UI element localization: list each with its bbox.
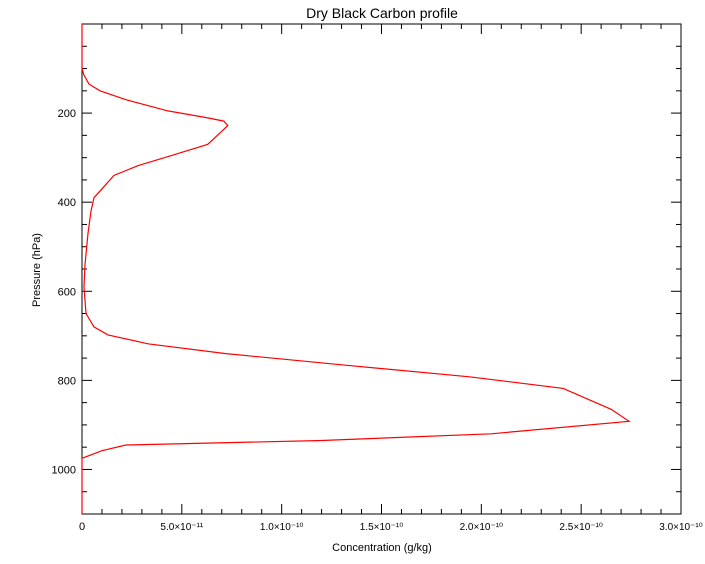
x-tick-label: 2.0×10⁻¹⁰ [460,522,503,533]
y-tick-label: 400 [58,197,76,209]
axis-ticks [81,23,682,515]
y-tick-label: 800 [58,375,76,387]
y-tick-label: 1000 [52,464,76,476]
x-tick-label: 5.0×10⁻¹¹ [160,522,203,533]
x-tick-label: 2.5×10⁻¹⁰ [559,522,602,533]
tick-labels: 0 5.0×10⁻¹¹ 1.0×10⁻¹⁰ 1.5×10⁻¹⁰ 2.0×10⁻¹⁰ 2.5… [52,108,703,533]
x-tick-label: 3.0×10⁻¹⁰ [659,522,702,533]
series-line [81,24,631,514]
chart-title: Dry Black Carbon profile [306,5,458,21]
x-tick-label: 1.0×10⁻¹⁰ [260,522,303,533]
y-tick-label: 200 [58,108,76,120]
y-axis-label: Pressure (hPa) [31,233,43,307]
plot-frame [81,23,682,515]
axes [81,23,682,515]
x-tick-label: 1.5×10⁻¹⁰ [360,522,403,533]
x-tick-label: 0 [79,521,85,533]
y-tick-label: 600 [58,286,76,298]
x-axis-label: Concentration (g/kg) [332,542,432,554]
